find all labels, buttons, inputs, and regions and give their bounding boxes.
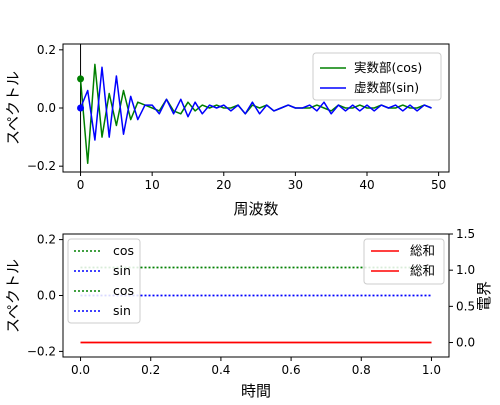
legend-label-sin-2: sin xyxy=(113,303,131,318)
time-legend-right: 総和 総和 xyxy=(363,238,445,285)
time-y-tick-label: 0.0 xyxy=(37,289,56,303)
time-y-tick-label: 0.2 xyxy=(37,233,56,247)
time-legend-left: cos sin cos sin xyxy=(67,238,141,324)
spectrum-legend: 実数部(cos) 虚数部(sin) xyxy=(312,52,442,101)
spectrum-series-line-0 xyxy=(79,63,432,165)
spectrum-axes: 0 10 20 30 40 50 −0.2 0.0 0.2 周波数 スペクトル 実数部(cos)… xyxy=(4,43,450,218)
time-axes: 0.0 0.2 0.4 0.6 0.8 1.0 −0.2 0.0 0.2 0.0 0.5 1.0 1.5… xyxy=(4,227,493,400)
spectrum-x-axis-label: 周波数 xyxy=(233,200,278,218)
time-x-tick-label: 1.0 xyxy=(422,363,441,377)
spectrum-y-tick-label: −0.2 xyxy=(27,159,56,173)
spectrum-y-axis-label: スペクトル xyxy=(4,71,22,145)
time-y-tick-label: −0.2 xyxy=(27,344,56,358)
spectrum-series-line-1 xyxy=(79,66,432,141)
legend-label-sum-1: 総和 xyxy=(410,243,435,258)
spectrum-y-tick-label: 0.0 xyxy=(37,101,56,115)
time-y-axis-label: スペクトル xyxy=(4,259,22,333)
spectrum-x-tick-label: 40 xyxy=(359,178,374,192)
spectrum-dc-marker-1 xyxy=(77,104,85,112)
time-x-tick-label: 0.0 xyxy=(71,363,90,377)
time-x-tick-label: 0.4 xyxy=(211,363,230,377)
spectrum-dc-marker-0 xyxy=(77,75,85,83)
time-x-tick-label: 0.2 xyxy=(141,363,160,377)
spectrum-y-tick-label: 0.2 xyxy=(37,43,56,57)
legend-label-imag-sin: 虚数部(sin) xyxy=(354,80,419,95)
legend-label-cos-1: cos xyxy=(113,243,134,258)
time-right-y-tick-label: 0.0 xyxy=(456,336,475,350)
time-x-tick-label: 0.6 xyxy=(282,363,301,377)
time-legend-left-box xyxy=(67,238,141,324)
spectrum-x-tick-label: 20 xyxy=(216,178,231,192)
time-right-y-tick-label: 1.5 xyxy=(456,227,475,241)
legend-label-sin-1: sin xyxy=(113,263,131,278)
time-x-axis-label: 時間 xyxy=(241,382,271,400)
spectrum-x-tick-label: 30 xyxy=(288,178,303,192)
legend-label-cos-2: cos xyxy=(113,283,134,298)
spectrum-x-tick-label: 10 xyxy=(145,178,160,192)
time-x-tick-label: 0.8 xyxy=(352,363,371,377)
legend-label-sum-2: 総和 xyxy=(410,263,435,278)
time-right-y-tick-label: 1.0 xyxy=(456,263,475,277)
spectrum-x-tick-label: 50 xyxy=(431,178,446,192)
legend-label-real-cos: 実数部(cos) xyxy=(354,60,422,75)
spectrum-x-tick-label: 0 xyxy=(77,178,85,192)
time-right-y-tick-label: 0.5 xyxy=(456,299,475,313)
time-right-y-axis-label: 電界 xyxy=(475,281,493,311)
